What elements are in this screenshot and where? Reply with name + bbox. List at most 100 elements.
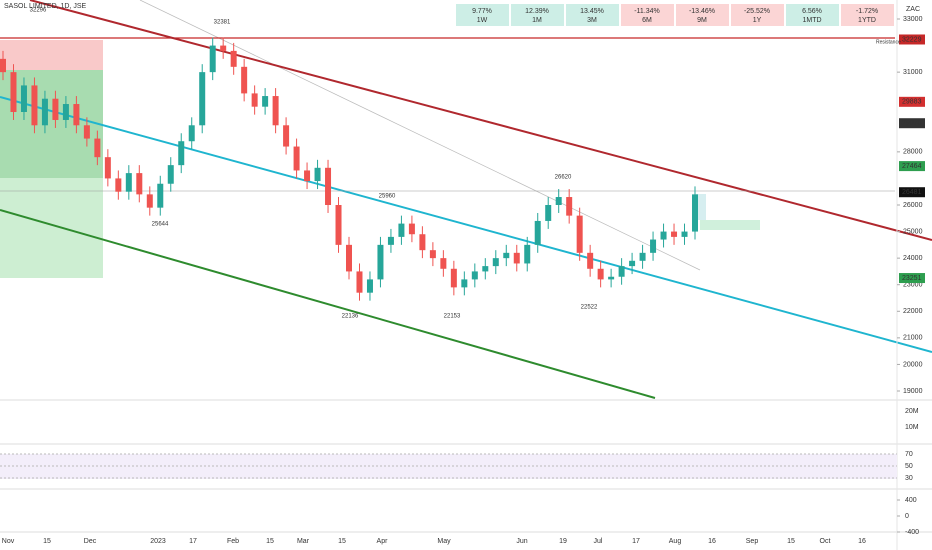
candle-body [597, 268, 604, 280]
candle-body [104, 157, 111, 179]
date-label: Jun [516, 538, 527, 545]
price-tag-label: 23251 [902, 275, 922, 282]
candle-body [629, 260, 636, 267]
price-tag-label: 29078 [902, 120, 922, 127]
candle-body [10, 72, 17, 112]
y-tick-label: 28000 [903, 149, 923, 156]
date-label: 17 [189, 538, 197, 545]
price-tag [899, 273, 925, 284]
macd-tick-label: 400 [905, 497, 917, 504]
candle-body [671, 231, 678, 237]
candle-body [503, 252, 510, 259]
performance-tile [731, 4, 784, 26]
candle-body [450, 268, 457, 288]
candle-body [419, 234, 426, 251]
candle-body [199, 72, 206, 126]
performance-value: -11.34% [634, 8, 660, 15]
candle-body [125, 173, 132, 192]
candle-body [157, 183, 164, 208]
candle-body [31, 85, 38, 126]
candle-body [262, 96, 269, 107]
candle-body [241, 66, 248, 94]
candle-body [513, 252, 520, 264]
candle-body [73, 104, 80, 126]
candle-body [136, 173, 143, 195]
performance-value: -1.72% [856, 8, 878, 15]
date-label: 17 [632, 538, 640, 545]
candle-body [398, 223, 405, 237]
candle-body [346, 244, 352, 272]
candle-body [83, 125, 90, 139]
performance-tile [786, 4, 839, 26]
candle-body [408, 223, 415, 235]
candle-body [482, 266, 489, 272]
price-tag-label: 32229 [902, 36, 922, 43]
pivot-label: 22153 [444, 314, 461, 320]
candle-body [230, 50, 237, 67]
macd-tick-label: -400 [905, 529, 919, 536]
date-label: 15 [338, 538, 346, 545]
date-label: Dec [84, 538, 97, 545]
price-tag [899, 187, 925, 198]
candle-body [534, 220, 541, 245]
performance-period: 1YTD [858, 17, 876, 24]
candle-body [377, 244, 384, 280]
performance-tile [566, 4, 619, 26]
price-tag-label: 27464 [902, 163, 922, 170]
target-zone [700, 220, 760, 230]
candle-body [167, 165, 174, 184]
candle-body [283, 125, 290, 147]
price-tag-label: 26481 [902, 189, 922, 196]
y-tick-label: 26000 [903, 202, 923, 209]
y-tick-label: 21000 [903, 335, 923, 342]
y-tick-label: 25000 [903, 228, 923, 235]
price-tag [899, 34, 925, 45]
date-label: 15 [266, 538, 274, 545]
date-label: Feb [227, 538, 239, 545]
candle-body [52, 98, 59, 120]
date-label: 2023 [150, 538, 166, 545]
candle-body [304, 170, 311, 182]
y-tick-label: 33000 [903, 16, 923, 23]
reward-zone-light [0, 178, 103, 278]
candle-body [293, 146, 300, 171]
performance-tile [841, 4, 894, 26]
y-tick-label: 19000 [903, 388, 923, 395]
rsi-tick-label: 30 [905, 475, 913, 482]
candle-body [41, 98, 48, 126]
performance-value: -25.52% [744, 8, 770, 15]
candle-body [660, 231, 667, 240]
price-tag [899, 161, 925, 172]
candle-body [94, 138, 101, 158]
performance-value: -13.46% [689, 8, 715, 15]
performance-tile [456, 4, 509, 26]
performance-period: 9M [697, 17, 707, 24]
candle-body [62, 104, 69, 120]
pivot-label: 32296 [30, 8, 47, 14]
candle-body [146, 194, 153, 208]
candle-body [681, 231, 688, 237]
pivot-label: 25960 [379, 194, 396, 200]
target-zone [696, 194, 706, 220]
candle-body [251, 93, 258, 107]
performance-period: 6M [642, 17, 652, 24]
candle-body [209, 45, 216, 73]
date-label: 16 [708, 538, 716, 545]
y-tick-label: 20000 [903, 361, 923, 368]
rsi-tick-label: 50 [905, 463, 913, 470]
performance-tile [621, 4, 674, 26]
candle-body [545, 205, 552, 221]
reward-zone [0, 70, 103, 178]
candle-body [272, 96, 279, 126]
macd-tick-label: 0 [905, 513, 909, 520]
pivot-label: 25644 [152, 222, 169, 228]
candle-body [608, 276, 615, 280]
date-label: Jul [594, 538, 603, 545]
candle-body [587, 252, 594, 269]
pivot-label: 22522 [581, 305, 598, 311]
candle-body [492, 258, 499, 267]
date-label: Oct [820, 538, 831, 545]
candle-body [440, 258, 447, 269]
performance-value: 12.39% [525, 8, 549, 15]
candle-body [639, 252, 646, 261]
